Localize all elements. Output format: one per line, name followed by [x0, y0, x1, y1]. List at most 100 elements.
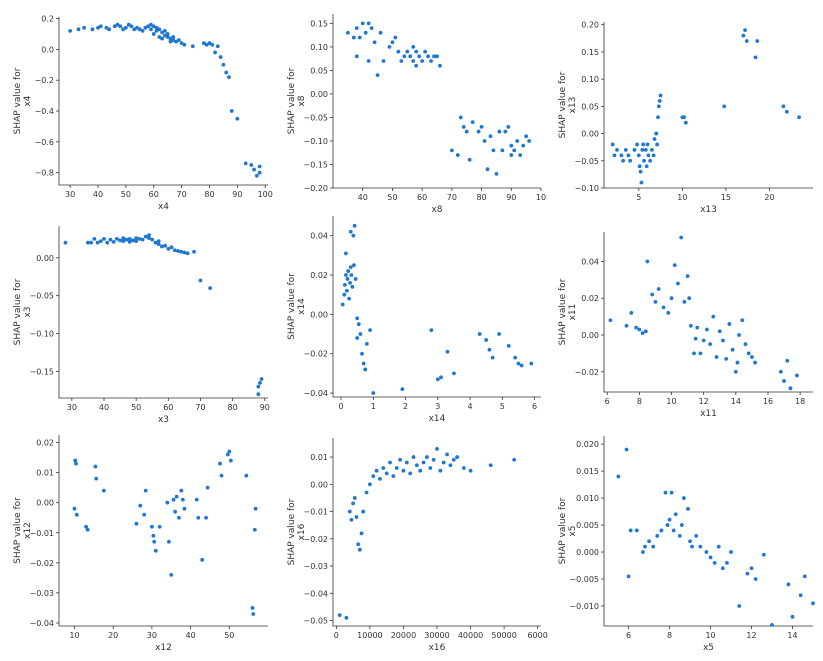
- x-tick-label: 3: [435, 402, 440, 411]
- data-point: [669, 296, 674, 301]
- data-point: [624, 323, 629, 328]
- data-point: [126, 22, 131, 27]
- data-point: [354, 26, 359, 31]
- data-point: [693, 336, 698, 341]
- data-point: [121, 27, 125, 32]
- x-tick-label: 40: [358, 193, 368, 202]
- data-point: [399, 59, 404, 63]
- data-point: [213, 50, 217, 55]
- x-tick-label: 40: [93, 190, 103, 199]
- data-point: [343, 251, 348, 256]
- data-point: [171, 35, 176, 39]
- data-point: [127, 236, 132, 241]
- data-point: [679, 235, 684, 240]
- x-tick-label: 12: [746, 631, 756, 640]
- y-tick-label: 0.01: [310, 453, 328, 462]
- data-point: [254, 173, 259, 178]
- data-point: [208, 286, 213, 291]
- data-point: [225, 452, 230, 457]
- x-tick-label: 15: [721, 193, 731, 202]
- data-point: [171, 38, 176, 43]
- data-point: [205, 485, 210, 490]
- y-tick-label: −0.10: [29, 330, 54, 339]
- data-point: [357, 35, 362, 40]
- x-tick-label: 50: [121, 190, 131, 199]
- data-point: [159, 244, 164, 249]
- data-point: [357, 547, 362, 552]
- data-point: [243, 161, 248, 166]
- data-point: [150, 237, 155, 242]
- data-point: [645, 142, 650, 147]
- data-point: [516, 361, 521, 366]
- data-point: [655, 142, 660, 147]
- y-axis-label-line: x13: [568, 97, 578, 114]
- x-tick-label: 80: [476, 193, 486, 202]
- data-point: [96, 25, 100, 30]
- data-point: [93, 464, 98, 469]
- data-point: [423, 49, 428, 54]
- data-point: [784, 109, 789, 114]
- data-point: [363, 30, 368, 35]
- data-point: [641, 550, 645, 554]
- data-point: [174, 494, 179, 499]
- data-point: [85, 527, 90, 532]
- x-tick-label: 30: [67, 403, 77, 412]
- data-point: [252, 527, 257, 532]
- data-point: [375, 73, 380, 78]
- data-point: [348, 280, 352, 285]
- y-tick-label: 0.010: [576, 494, 599, 503]
- data-point: [153, 240, 158, 245]
- data-point: [425, 455, 429, 459]
- y-tick-label: −0.02: [29, 559, 54, 568]
- data-point: [173, 509, 178, 514]
- data-point: [200, 557, 205, 562]
- y-tick-label: 0.00: [310, 480, 328, 489]
- data-point: [429, 328, 434, 333]
- data-point: [634, 528, 639, 533]
- x-tick-label: 20: [764, 193, 774, 202]
- data-point: [72, 506, 77, 511]
- data-point: [448, 463, 453, 468]
- data-point: [368, 328, 372, 333]
- data-point: [628, 528, 633, 533]
- data-point: [251, 612, 256, 616]
- data-point: [621, 158, 626, 163]
- y-axis-label-line: SHAP value for: [13, 67, 23, 134]
- chart-panel-x12: 10 20 30 40 50 0.02 0.01 0.00 −0.01 −0.02 −0.03 −0.…: [13, 435, 268, 653]
- chart-panel-x8: 40 50 60 70 80 90 10 0.15 0.10 0.05 0.00 −0.05 −0.10…: [287, 14, 546, 215]
- chart-panel-x3: 30 40 50 60 70 80 900.00−0.05−0.10−0.15x3SHAP …: [13, 226, 270, 425]
- data-point: [722, 104, 727, 109]
- chart-panel-x16: 0 10000 20000 30000 40000 50000 6000 0.01 0.00 −0…: [287, 438, 548, 653]
- data-point: [366, 59, 371, 63]
- data-point: [677, 533, 682, 538]
- data-point: [494, 171, 499, 176]
- data-point: [455, 455, 460, 459]
- data-point: [411, 59, 416, 63]
- data-point: [717, 329, 722, 334]
- y-tick-label: −0.04: [29, 619, 54, 628]
- y-axis-label-line: SHAP value for: [287, 273, 297, 340]
- data-point: [393, 35, 398, 40]
- data-point: [445, 349, 450, 354]
- data-point: [68, 28, 73, 33]
- y-tick-label: 0.2: [41, 15, 54, 24]
- data-point: [786, 582, 791, 587]
- data-point: [645, 259, 650, 264]
- x-axis-label: x16: [429, 643, 446, 653]
- x-tick-label: 90: [260, 403, 270, 412]
- axis-spine: [58, 17, 268, 186]
- data-point: [114, 236, 119, 241]
- data-point: [168, 36, 173, 41]
- data-point: [500, 148, 505, 153]
- data-point: [398, 457, 402, 462]
- data-point: [698, 351, 703, 356]
- y-axis-label: SHAP value forx5: [558, 497, 578, 564]
- y-axis-label-line: x12: [23, 522, 33, 539]
- y-tick-label: −0.04: [303, 589, 328, 598]
- data-point: [194, 497, 199, 502]
- data-point: [190, 44, 195, 49]
- x-tick-label: 70: [447, 193, 457, 202]
- y-axis-label-line: x3: [23, 306, 33, 317]
- data-point: [725, 560, 729, 565]
- data-point: [411, 45, 416, 49]
